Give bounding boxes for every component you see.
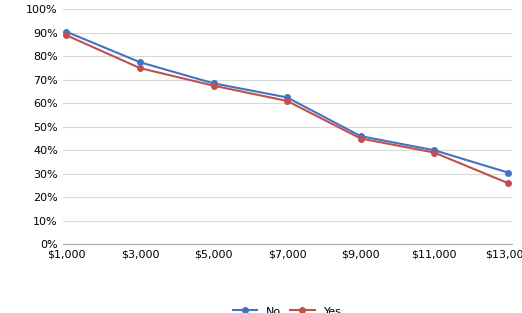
No [210,81,217,85]
Legend: No, Yes: No, Yes [229,301,346,313]
Yes [210,84,217,88]
Yes [431,151,437,155]
Yes [137,66,143,70]
Yes [284,99,290,103]
Line: Yes: Yes [64,33,511,186]
No [358,134,364,138]
No [431,148,437,152]
No [63,30,69,33]
Yes [358,136,364,140]
Yes [505,181,511,185]
Line: No: No [64,29,511,175]
No [505,171,511,174]
Yes [63,33,69,37]
No [137,60,143,64]
No [284,95,290,99]
